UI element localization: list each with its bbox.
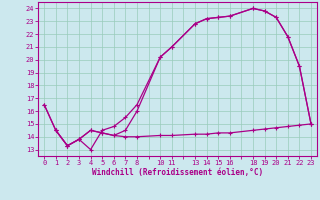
X-axis label: Windchill (Refroidissement éolien,°C): Windchill (Refroidissement éolien,°C) — [92, 168, 263, 177]
